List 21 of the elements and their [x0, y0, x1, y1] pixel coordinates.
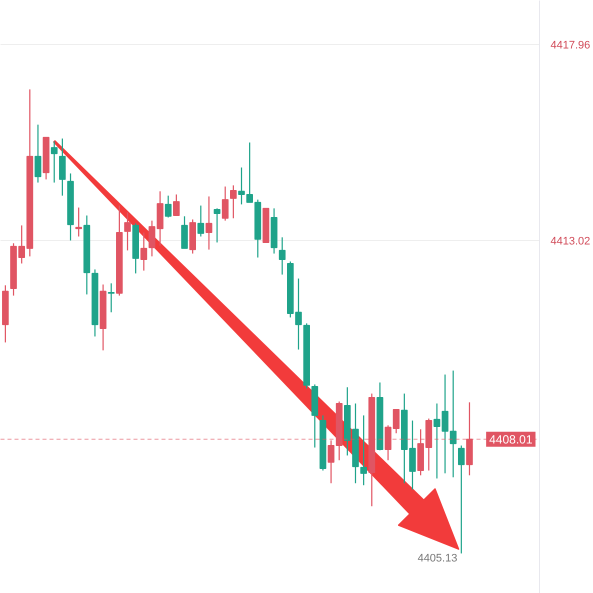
candlestick	[206, 196, 212, 250]
candlestick	[197, 204, 204, 238]
candlestick	[278, 236, 286, 276]
candlestick	[222, 186, 229, 222]
candlestick	[75, 206, 82, 238]
candlestick	[34, 124, 42, 184]
y-tick-label: 4417.96	[550, 40, 590, 52]
candlestick	[124, 212, 131, 251]
candlestick	[173, 194, 180, 216]
candlestick	[50, 140, 58, 184]
ref-line-label: 4408.01	[489, 432, 533, 447]
y-tick-label: 4413.02	[550, 235, 590, 248]
candlestick	[230, 184, 237, 219]
candlestick	[140, 232, 148, 272]
candlestick	[59, 138, 66, 196]
candlestick	[458, 444, 465, 554]
candlestick	[360, 414, 367, 486]
candlestick	[214, 208, 220, 244]
candlestick	[164, 195, 172, 218]
candlestick	[181, 216, 188, 250]
annotation: 4405.13	[418, 552, 458, 564]
